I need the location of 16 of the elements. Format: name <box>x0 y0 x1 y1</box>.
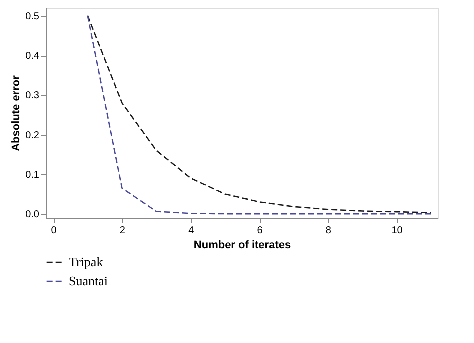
y-axis-title: Absolute error <box>10 74 23 152</box>
x-tick-label: 6 <box>257 226 264 236</box>
legend-label: Suantai <box>69 274 108 288</box>
y-tick-label: 0.1 <box>26 170 40 181</box>
y-tick-label: 0.3 <box>26 90 40 102</box>
y-tick-label: 0.5 <box>26 11 40 22</box>
x-axis-title: Number of iterates <box>194 240 292 252</box>
x-tick-label: 8 <box>326 226 332 236</box>
x-tick-label: 4 <box>188 226 195 236</box>
y-tick-label: 0.2 <box>26 130 40 142</box>
x-tick-label: 10 <box>392 226 404 236</box>
y-tick-label: 0.0 <box>26 210 40 221</box>
x-tick-label: 2 <box>120 226 126 236</box>
x-tick-label: 0 <box>51 226 58 236</box>
y-tick-label: 0.4 <box>26 51 40 62</box>
legend-label: Tripak <box>69 254 104 270</box>
